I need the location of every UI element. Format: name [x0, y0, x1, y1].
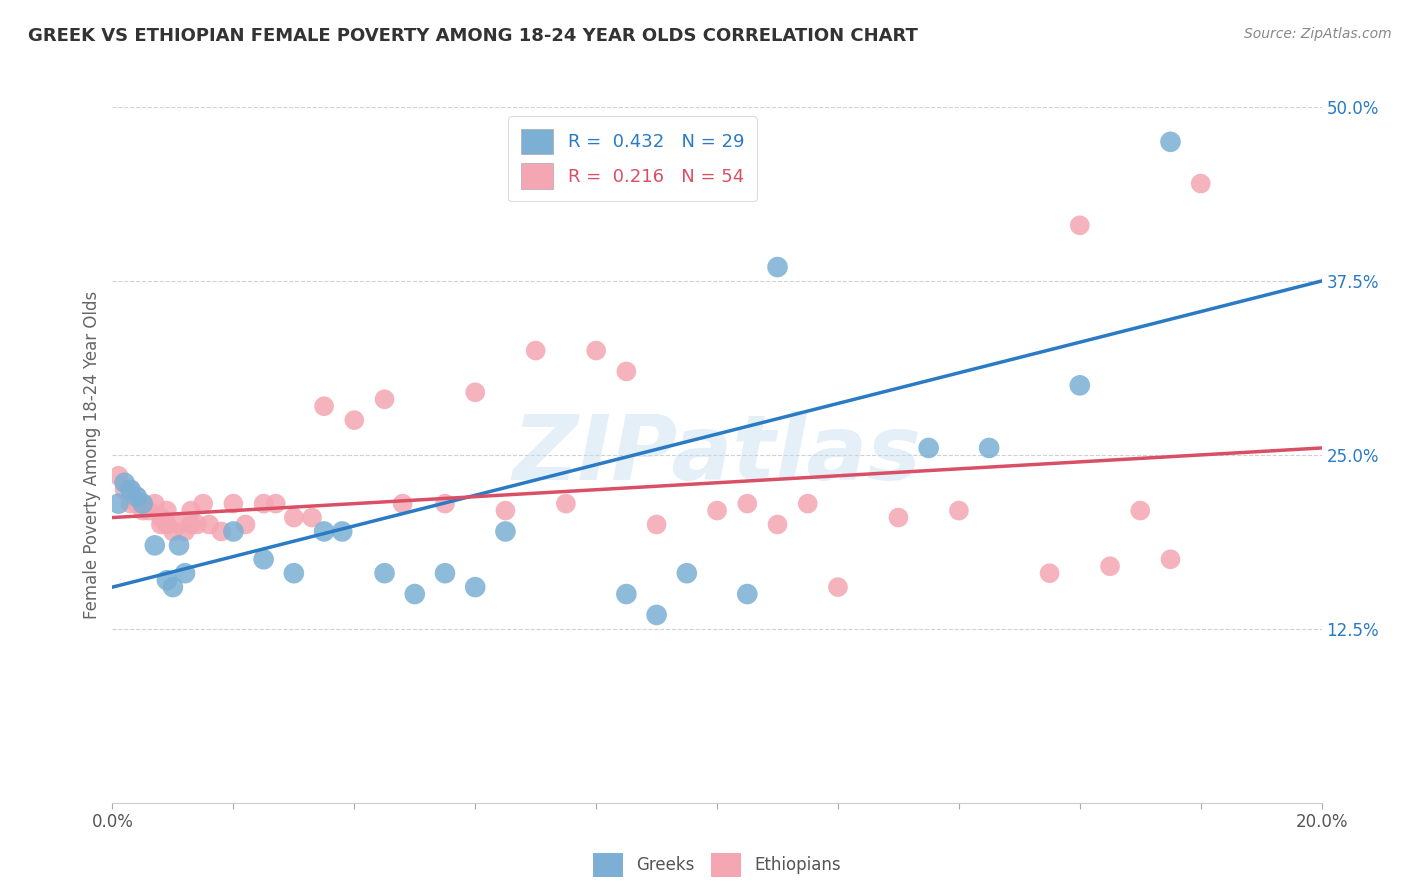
Point [1069, 219, 1091, 233]
Point [132, 497, 155, 511]
Point [209, 524, 232, 539]
Point [616, 587, 638, 601]
Point [524, 343, 547, 358]
Point [433, 566, 456, 581]
Point [222, 524, 245, 539]
Point [156, 517, 179, 532]
Point [585, 343, 607, 358]
Point [167, 538, 190, 552]
Point [464, 580, 486, 594]
Point [198, 517, 221, 532]
Point [180, 517, 202, 532]
Point [1189, 177, 1212, 191]
Point [132, 503, 155, 517]
Point [374, 392, 396, 407]
Point [1038, 566, 1062, 581]
Point [314, 524, 336, 539]
Point [149, 517, 172, 532]
Point [1098, 559, 1121, 574]
Point [120, 483, 142, 497]
Point [156, 573, 179, 587]
Point [143, 538, 166, 552]
Point [167, 517, 190, 532]
Point [314, 399, 336, 413]
Point [301, 510, 323, 524]
Point [887, 510, 910, 524]
Point [343, 413, 366, 427]
Point [125, 490, 148, 504]
Point [645, 607, 668, 622]
Point [180, 503, 202, 517]
Point [766, 260, 789, 274]
Point [132, 497, 155, 511]
Point [125, 497, 148, 511]
Text: Source: ZipAtlas.com: Source: ZipAtlas.com [1244, 27, 1392, 41]
Point [737, 497, 759, 511]
Point [737, 587, 759, 601]
Point [114, 483, 136, 497]
Text: ZIPatlas: ZIPatlas [513, 411, 921, 499]
Point [1069, 378, 1091, 392]
Point [433, 497, 456, 511]
Point [554, 497, 576, 511]
Point [948, 503, 970, 517]
Point [156, 503, 179, 517]
Point [235, 517, 257, 532]
Point [675, 566, 697, 581]
Point [120, 483, 142, 497]
Point [114, 475, 136, 490]
Point [645, 517, 668, 532]
Point [977, 441, 1000, 455]
Point [391, 497, 413, 511]
Point [174, 524, 197, 539]
Legend: Greeks, Ethiopians: Greeks, Ethiopians [585, 845, 849, 885]
Point [253, 497, 276, 511]
Y-axis label: Female Poverty Among 18-24 Year Olds: Female Poverty Among 18-24 Year Olds [83, 291, 101, 619]
Point [495, 503, 517, 517]
Point [616, 364, 638, 378]
Point [374, 566, 396, 581]
Point [796, 497, 818, 511]
Point [495, 524, 517, 539]
Point [264, 497, 287, 511]
Point [120, 497, 142, 511]
Point [149, 510, 172, 524]
Point [283, 510, 305, 524]
Point [404, 587, 426, 601]
Point [191, 497, 214, 511]
Point [1129, 503, 1152, 517]
Point [107, 468, 129, 483]
Point [162, 580, 184, 594]
Point [186, 517, 208, 532]
Point [125, 490, 148, 504]
Point [283, 566, 305, 581]
Point [162, 524, 184, 539]
Point [827, 580, 849, 594]
Point [706, 503, 728, 517]
Point [107, 497, 129, 511]
Point [174, 566, 197, 581]
Point [253, 552, 276, 566]
Point [1159, 135, 1181, 149]
Point [464, 385, 486, 400]
Point [330, 524, 353, 539]
Point [918, 441, 941, 455]
Point [766, 517, 789, 532]
Point [1159, 552, 1181, 566]
Point [143, 497, 166, 511]
Point [222, 497, 245, 511]
Point [138, 503, 160, 517]
Text: GREEK VS ETHIOPIAN FEMALE POVERTY AMONG 18-24 YEAR OLDS CORRELATION CHART: GREEK VS ETHIOPIAN FEMALE POVERTY AMONG … [28, 27, 918, 45]
